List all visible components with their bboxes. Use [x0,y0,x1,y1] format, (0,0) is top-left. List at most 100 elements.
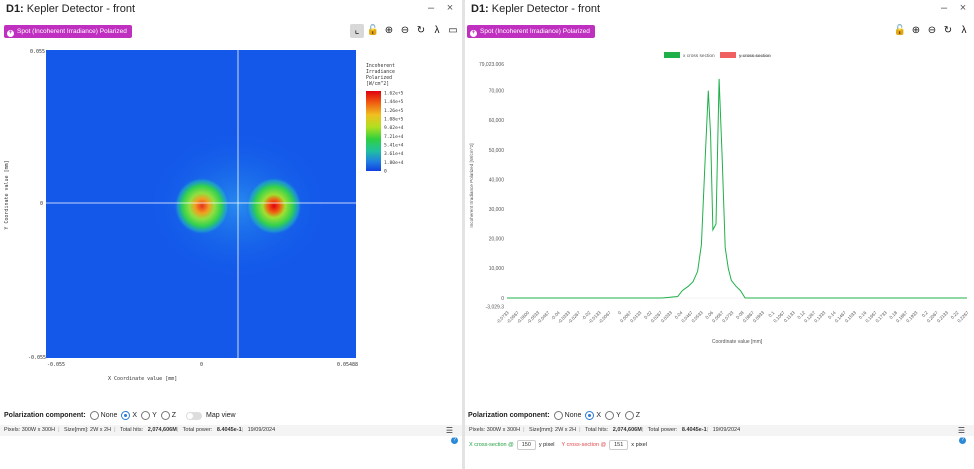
radio-z[interactable]: Z [160,411,176,420]
detector-map-window: D1: Kepler Detector - front – × + Spot (I… [0,0,462,469]
cross-section-icon[interactable]: ⌞ [350,24,364,38]
legend-label[interactable]: y cross section [739,53,771,59]
status-size: Size[mm]: 2W x 2H [64,427,112,433]
x-tick-label: 0.0533 [691,310,705,324]
status-power-value: 8.4045e-1 [216,427,242,433]
colorbar-title-line: Polarized [366,75,392,81]
radio-label: X [132,412,138,419]
minimize-icon[interactable]: – [940,2,948,14]
x-tick-left: -0.055 [47,362,65,368]
x-cross-section-label: X cross-section @ [469,442,514,448]
radio-x[interactable]: X [585,411,601,420]
colorbar-label: 1.44e+5 [384,99,404,105]
x-tick-label: 0 [617,310,623,316]
y-tick-bottom: -0.055 [28,355,46,361]
close-icon[interactable]: × [959,2,967,14]
window-titlebar[interactable]: D1: Kepler Detector - front – × [0,0,462,20]
menu-icon[interactable]: ☰ [445,426,453,435]
window-title: D1: Kepler Detector - front [471,3,600,15]
zoom-in-icon[interactable]: ⊕ [384,25,394,36]
x-tick-label: 0.2133 [936,310,950,324]
radio-none[interactable]: None [553,411,582,420]
x-tick-label: 0.0733 [721,310,735,324]
radio-label: Y [616,412,621,419]
x-cross-section-input[interactable]: 150 [516,440,536,450]
wavelength-icon[interactable]: λ [961,25,967,36]
radio-label: X [596,412,602,419]
status-hits-value: 2,074,606M [612,427,642,433]
status-power-label: Total power: [182,427,214,433]
cross-section-chart[interactable]: x cross section y cross section 79,023.00… [465,45,974,405]
radio-none[interactable]: None [89,411,117,420]
chart-legend: x cross section y cross section [664,52,771,59]
status-hits-value: 2,074,606M [147,427,177,433]
y-cross-section-input[interactable]: 151 [609,440,629,450]
status-power-value: 8.4045e-1 [681,427,707,433]
x-tick-label: 0.02 [643,310,653,320]
status-pixels: Pixels: 300W x 300H [469,427,521,433]
radio-button[interactable] [121,411,131,420]
colorbar-title-line: Irradiance [366,69,395,75]
minimize-icon[interactable]: – [427,2,435,14]
analysis-type-chip[interactable]: + Spot (Incoherent Irradiance) Polarized [4,25,132,38]
colorbar-title-line: [W/cm^2] [366,81,389,87]
x-tick-label: 0.08 [735,310,745,320]
wavelength-icon[interactable]: λ [434,25,440,36]
colorbar-labels: 1.62e+5 1.44e+5 1.26e+5 1.08e+5 9.02e+4 7.21e… [384,91,404,175]
window-titlebar[interactable]: D1: Kepler Detector - front – × [465,0,974,20]
cross-section-controls: X cross-section @ 150 y pixel Y cross-se… [469,440,647,450]
chart-series [507,78,967,299]
panel-splitter[interactable] [462,0,465,469]
x-tick-label: 0.0333 [660,310,674,324]
radio-button[interactable] [585,411,595,420]
refresh-icon[interactable]: ↻ [943,25,953,36]
radio-label: Y [152,412,157,419]
legend-label[interactable]: x cross section [683,53,715,59]
window-title: D1: Kepler Detector - front [6,3,135,15]
radio-z[interactable]: Z [624,411,640,420]
unlock-icon[interactable]: 🔓 [366,25,380,36]
zoom-in-icon[interactable]: ⊕ [911,25,921,36]
y-axis-label: Y Coordinate value [mm] [4,160,10,229]
colorbar-label: 9.02e+4 [384,125,404,131]
status-pixels: Pixels: 300W x 300H [4,427,56,433]
window-title-prefix: D1: [6,3,24,15]
colorbar-label: 1.26e+5 [384,108,404,114]
y-axis-max-label: 79,023.006 [479,62,504,68]
window-title-prefix: D1: [471,3,489,15]
x-tick-label: 0.0933 [752,310,766,324]
y-tick-label: 20,000 [489,237,505,243]
colorbar-label: 5.41e+4 [384,143,404,149]
zoom-out-icon[interactable]: ⊖ [927,25,937,36]
refresh-icon[interactable]: ↻ [416,25,426,36]
display-icon[interactable]: ▭ [448,25,458,36]
status-date: 19/09/2024 [712,427,741,433]
radio-button[interactable] [553,411,563,420]
legend-swatch[interactable] [720,52,736,58]
radio-button[interactable] [160,411,170,420]
legend-swatch[interactable] [664,52,680,58]
help-icon[interactable]: ? [451,437,458,444]
menu-icon[interactable]: ☰ [957,426,965,435]
help-icon[interactable]: ? [959,437,966,444]
y-axis-title: Incoherent Irradiance Polarized [W/cm^2] [469,143,474,227]
window-title-text: Kepler Detector - front [488,3,601,15]
radio-y[interactable]: Y [141,411,157,420]
close-icon[interactable]: × [446,2,454,14]
zoom-out-icon[interactable]: ⊖ [400,25,410,36]
unlock-icon[interactable]: 🔓 [893,25,907,36]
y-tick-label: 40,000 [489,177,505,183]
radio-button[interactable] [141,411,151,420]
radio-x[interactable]: X [121,411,137,420]
map-view-toggle[interactable] [186,411,203,420]
window-title-text: Kepler Detector - front [23,3,136,15]
polarization-label: Polarization component: [468,412,550,419]
radio-button[interactable] [624,411,634,420]
analysis-type-chip[interactable]: + Spot (Incoherent Irradiance) Polarized [467,25,595,38]
radio-button[interactable] [605,411,615,420]
radio-button[interactable] [89,411,99,420]
radio-y[interactable]: Y [605,411,621,420]
irradiance-heatmap[interactable]: 0.055 0 -0.055 -0.055 0 0.05488 X Coordi… [0,45,462,400]
radio-label: None [564,412,582,419]
